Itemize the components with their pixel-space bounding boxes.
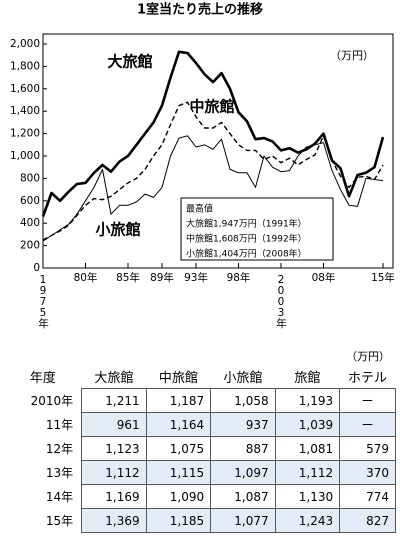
- table-row: 13年 1,112 1,115 1,097 1,112 370: [4, 460, 396, 485]
- series-label: 大旅館: [107, 53, 152, 71]
- y-tick-label: 2,000: [10, 38, 40, 50]
- y-tick-label: 1,600: [10, 83, 40, 95]
- y-tick-label: 1,000: [10, 150, 40, 162]
- unit-label: （万円）: [330, 49, 374, 62]
- x-tick-label: 1975年: [37, 274, 49, 329]
- table-cell: 1,187: [145, 388, 212, 413]
- table-cell: 1,077: [210, 508, 276, 533]
- row-label: 15年: [4, 508, 82, 533]
- row-label: 2010年: [4, 388, 82, 413]
- series-label: 小旅館: [95, 221, 140, 239]
- table-cell: 961: [81, 412, 147, 437]
- table-cell: ー: [339, 388, 396, 413]
- header-cell: 旅館: [294, 370, 321, 386]
- annotation-box: [180, 197, 334, 261]
- header-cell: 中旅館: [158, 370, 198, 386]
- table-row: 12年 1,123 1,075 887 1,081 579: [4, 436, 396, 461]
- annotation-text: 中旅館1,608万円（1992年）: [186, 233, 307, 245]
- table-cell: 1,130: [274, 484, 341, 509]
- table-row: 2010年 1,211 1,187 1,058 1,193 ー: [4, 388, 396, 413]
- series-line: [42, 135, 384, 242]
- header-cell: 年度: [29, 370, 56, 386]
- data-table: 年度 大旅館 中旅館 小旅館 旅館 ホテル 2010年 1,211 1,187 1,058 1,19…: [4, 364, 396, 533]
- table-cell: 774: [339, 484, 396, 509]
- annotation-text: 大旅館1,947万円（1991年）: [186, 218, 307, 230]
- y-tick-label: 400: [20, 217, 40, 229]
- table-cell: 1,211: [81, 388, 147, 413]
- table-cell: 1,097: [210, 460, 276, 485]
- x-tick-label: 98年: [227, 271, 251, 284]
- chart: 1室当たり売上の推移 （万円） 0 200 400 600 800 1,000 1,200 1…: [10, 2, 395, 330]
- table-cell: 1,185: [145, 508, 212, 533]
- x-tick-label: 2003年: [275, 274, 287, 329]
- table-cell: 1,369: [81, 508, 147, 533]
- table-cell: 1,164: [145, 412, 212, 437]
- table-cell: 370: [339, 460, 396, 485]
- annotation-text: 小旅館1,404万円（2008年）: [186, 248, 307, 260]
- table-cell: 827: [339, 508, 396, 533]
- table-row: 11年 961 1,164 937 1,039 ー: [4, 412, 396, 437]
- table-cell: 1,243: [274, 508, 341, 533]
- series-line: [42, 101, 384, 241]
- table-cell: 1,123: [81, 436, 147, 461]
- table-unit: （万円）: [346, 350, 390, 363]
- table-cell: 887: [210, 436, 276, 461]
- table-cell: 1,058: [210, 388, 276, 413]
- header-cell: 大旅館: [94, 370, 134, 386]
- table-cell: 1,193: [274, 388, 341, 413]
- table-cell: 579: [339, 436, 396, 461]
- x-tick-label: 93年: [184, 271, 208, 284]
- y-tick-label: 1,400: [10, 105, 40, 117]
- series-line: [41, 50, 385, 217]
- y-tick-label: 800: [20, 172, 40, 184]
- series-label: 中旅館: [189, 98, 234, 116]
- header-cell: 小旅館: [223, 370, 263, 386]
- table-cell: 1,081: [274, 436, 341, 461]
- x-tick-label: 85年: [116, 271, 140, 284]
- y-tick-label: 200: [20, 240, 40, 252]
- y-tick-label: 600: [20, 195, 40, 207]
- plot-frame: [42, 33, 394, 269]
- y-tick-label: 1,200: [10, 128, 40, 140]
- header-cell: ホテル: [348, 370, 388, 386]
- table-row: 15年 1,369 1,185 1,077 1,243 827: [4, 508, 396, 533]
- y-tick-label: 0: [33, 262, 40, 274]
- x-tick-label: 15年: [371, 271, 395, 284]
- table-cell: 1,090: [145, 484, 212, 509]
- table-cell: 1,039: [274, 412, 341, 437]
- table-row: 14年 1,169 1,090 1,087 1,130 774: [4, 484, 396, 509]
- row-label: 14年: [4, 484, 82, 509]
- table-cell: 1,115: [145, 460, 212, 485]
- chart-title: 1室当たり売上の推移: [137, 2, 263, 18]
- x-tick-label: 80年: [74, 271, 98, 284]
- row-label: 12年: [4, 436, 82, 461]
- table-cell: ー: [339, 412, 396, 437]
- table-cell: 1,112: [81, 460, 147, 485]
- row-label: 11年: [4, 412, 82, 437]
- annotation-text: 最高値: [186, 203, 213, 215]
- header-row: 年度 大旅館 中旅館 小旅館 旅館 ホテル: [4, 364, 396, 389]
- x-tick-label: 89年: [150, 271, 174, 284]
- x-tick-label: 08年: [312, 271, 336, 284]
- table-cell: 937: [210, 412, 276, 437]
- row-label: 13年: [4, 460, 82, 485]
- table-cell: 1,075: [145, 436, 212, 461]
- y-tick-label: 1,800: [10, 60, 40, 72]
- table-cell: 1,112: [274, 460, 341, 485]
- table-cell: 1,169: [81, 484, 147, 509]
- table-cell: 1,087: [210, 484, 276, 509]
